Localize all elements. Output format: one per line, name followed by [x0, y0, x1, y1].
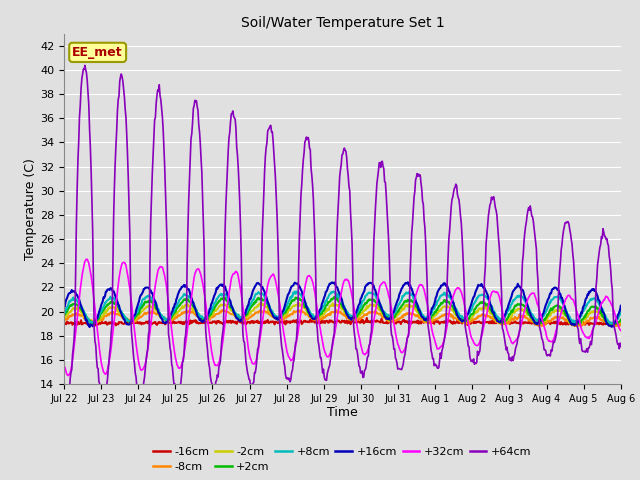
+2cm	[428, 314, 435, 320]
-8cm	[184, 309, 192, 314]
-2cm	[70, 306, 78, 312]
Y-axis label: Temperature (C): Temperature (C)	[24, 158, 37, 260]
-16cm	[214, 318, 221, 324]
-2cm	[214, 306, 221, 312]
+8cm	[411, 296, 419, 301]
+2cm	[214, 300, 221, 306]
+16cm	[617, 303, 625, 309]
Title: Soil/Water Temperature Set 1: Soil/Water Temperature Set 1	[241, 16, 444, 30]
+64cm	[215, 364, 223, 370]
-16cm	[363, 315, 371, 321]
+32cm	[83, 256, 90, 262]
+32cm	[65, 372, 72, 378]
-2cm	[411, 306, 419, 312]
+2cm	[533, 321, 541, 326]
Line: +64cm: +64cm	[64, 65, 621, 404]
+64cm	[60, 400, 68, 406]
+2cm	[411, 301, 419, 307]
Legend: -16cm, -8cm, -2cm, +2cm, +8cm, +16cm, +32cm, +64cm: -16cm, -8cm, -2cm, +2cm, +8cm, +16cm, +3…	[149, 442, 536, 477]
Text: EE_met: EE_met	[72, 46, 123, 59]
+16cm	[70, 288, 78, 294]
+16cm	[60, 302, 68, 308]
Line: -8cm: -8cm	[64, 310, 621, 326]
+16cm	[86, 324, 93, 330]
+8cm	[609, 321, 617, 327]
+32cm	[428, 327, 436, 333]
-8cm	[411, 312, 419, 318]
-16cm	[617, 320, 625, 325]
Line: +8cm: +8cm	[64, 291, 621, 324]
+8cm	[428, 310, 435, 315]
+32cm	[60, 363, 68, 369]
-2cm	[60, 315, 68, 321]
+8cm	[60, 311, 68, 317]
+16cm	[412, 298, 419, 303]
+32cm	[129, 313, 137, 319]
+16cm	[404, 279, 412, 285]
Line: -16cm: -16cm	[64, 318, 621, 326]
+64cm	[617, 344, 625, 349]
+8cm	[127, 318, 135, 324]
+2cm	[127, 317, 135, 323]
-8cm	[70, 312, 78, 318]
Line: +16cm: +16cm	[64, 282, 621, 327]
Line: -2cm: -2cm	[64, 302, 621, 324]
+16cm	[128, 318, 136, 324]
-8cm	[214, 311, 221, 316]
+8cm	[214, 296, 221, 301]
-16cm	[60, 321, 68, 327]
+64cm	[428, 350, 436, 356]
-8cm	[535, 323, 543, 329]
-8cm	[127, 319, 135, 324]
-16cm	[428, 320, 435, 325]
-2cm	[127, 319, 135, 324]
-2cm	[428, 317, 435, 323]
+8cm	[184, 293, 192, 299]
+8cm	[292, 288, 300, 294]
+8cm	[617, 309, 625, 314]
+32cm	[412, 293, 419, 299]
+32cm	[215, 360, 223, 366]
Line: +32cm: +32cm	[64, 259, 621, 375]
-2cm	[184, 303, 192, 309]
+8cm	[70, 297, 78, 303]
-16cm	[573, 323, 580, 329]
+64cm	[129, 344, 137, 350]
-2cm	[295, 300, 303, 305]
-16cm	[184, 320, 192, 326]
+64cm	[81, 62, 89, 68]
+2cm	[617, 317, 625, 323]
+64cm	[186, 178, 193, 184]
-8cm	[332, 307, 340, 312]
+64cm	[412, 177, 419, 183]
-8cm	[617, 321, 625, 326]
+64cm	[71, 322, 79, 327]
+32cm	[71, 338, 79, 344]
+16cm	[214, 284, 222, 290]
-8cm	[428, 321, 435, 326]
Line: +2cm: +2cm	[64, 297, 621, 324]
+2cm	[70, 301, 78, 307]
+2cm	[184, 296, 192, 302]
-2cm	[499, 321, 506, 326]
-16cm	[411, 320, 419, 325]
-16cm	[70, 320, 78, 326]
+2cm	[330, 294, 338, 300]
-8cm	[60, 318, 68, 324]
+16cm	[185, 286, 193, 292]
+32cm	[617, 328, 625, 334]
X-axis label: Time: Time	[327, 407, 358, 420]
-2cm	[617, 319, 625, 324]
+16cm	[428, 305, 436, 311]
+64cm	[61, 401, 69, 407]
+2cm	[60, 313, 68, 319]
+32cm	[186, 309, 193, 315]
-16cm	[127, 319, 135, 325]
